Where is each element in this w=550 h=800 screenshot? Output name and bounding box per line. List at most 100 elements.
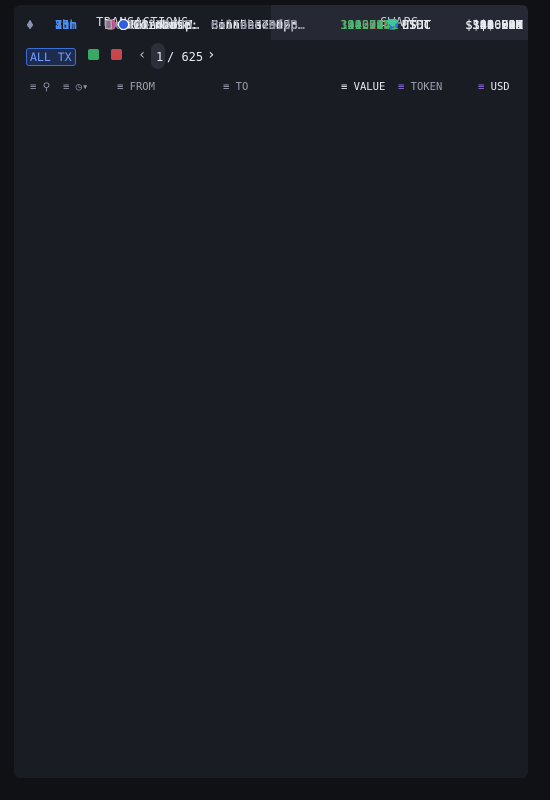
to-address[interactable]: 0x11dbF181dD… (211, 18, 305, 32)
to-address[interactable]: 0x11dbF181dD… (211, 18, 305, 32)
chain-icon (27, 20, 33, 29)
to-address[interactable]: Binance Depo… (211, 18, 305, 32)
time: 11m (55, 18, 77, 32)
to-address[interactable]: 0x11dbF181dD… (211, 18, 305, 32)
from-address[interactable]: Coinbase: (133, 18, 199, 32)
usd: $140.00K (465, 18, 523, 32)
token: USDT (402, 18, 431, 32)
next-page[interactable]: › (207, 47, 216, 63)
time: 7h (55, 18, 70, 32)
entity-icon (105, 19, 116, 30)
token: USDC (402, 18, 431, 32)
tab[interactable]: TRANSACTIONS (14, 5, 271, 40)
header-value[interactable]: ≡ VALUE (341, 81, 386, 93)
token: ETH (402, 18, 424, 32)
header-to[interactable]: ≡ TO (223, 81, 249, 93)
token: USDT (402, 18, 431, 32)
token-icon (387, 19, 398, 27)
time: 8h (55, 18, 70, 32)
value: 41.717K (347, 18, 398, 32)
usd: $4.09K (479, 18, 523, 32)
time: 7h (55, 18, 70, 32)
from-address[interactable]: B2C2 Group (120, 18, 193, 32)
header-label: FROM (129, 81, 155, 93)
page-number: 1 (156, 50, 164, 64)
header-icons: ≡ ⚲ ≡ ◷▾ (30, 81, 89, 93)
time: 7h (55, 18, 70, 32)
usd: $41.72K (472, 18, 523, 32)
header-label: VALUE (353, 81, 386, 93)
header-label: TO (235, 81, 249, 93)
token: USDC (402, 18, 431, 32)
to-address[interactable]: 0x11dbF181dD… (211, 18, 305, 32)
time: 7h (55, 18, 70, 32)
usd: $2.98M (479, 18, 523, 32)
usd: $1.50M (479, 18, 523, 32)
usd: $394.23K (465, 18, 523, 32)
from-address[interactable]: Coinbase: (133, 18, 199, 32)
time: 7h (55, 18, 70, 32)
time: 7h (55, 18, 70, 32)
time: 2h (55, 18, 70, 32)
from-address[interactable]: B2C2 Group (120, 18, 193, 32)
to-address[interactable]: 0x11dbF181dD… (211, 18, 305, 32)
header-usd[interactable]: ≡ USD (478, 81, 510, 93)
to-address[interactable]: 0x11dbF181dD… (211, 18, 305, 32)
to-address[interactable]: 0x11dbF181dD… (211, 18, 305, 32)
prev-page[interactable]: ‹ (138, 47, 147, 63)
time: 8h (55, 18, 70, 32)
entity-icon (118, 19, 129, 30)
out-filter[interactable] (111, 49, 122, 60)
usd: $6.00M (479, 18, 523, 32)
from-address[interactable]: Coinbase: (133, 18, 199, 32)
header-token[interactable]: ≡ TOKEN (398, 81, 443, 93)
from-address[interactable]: B2C2 Group (120, 18, 193, 32)
token: USDC (402, 18, 431, 32)
from-address[interactable]: Binance: H… (120, 18, 200, 32)
token: USDC (402, 18, 431, 32)
usd: $0.11 (486, 18, 523, 32)
usd: $394.23K (465, 18, 523, 32)
in-filter[interactable] (88, 49, 99, 60)
token: ETH (402, 18, 424, 32)
time: 10m (55, 18, 77, 32)
token: ETH (402, 18, 424, 32)
time: 15h (55, 18, 77, 32)
from-address[interactable]: OKX: Hot W… (120, 18, 200, 32)
value: 120.477 (347, 18, 398, 32)
to-address[interactable]: Binance Depo… (211, 18, 305, 32)
header-from[interactable]: ≡ FROM (117, 81, 155, 93)
filter-button[interactable]: ALL TX (26, 48, 76, 66)
value: 206.441 (347, 18, 398, 32)
usd: $1.21M (479, 18, 523, 32)
to-address[interactable]: Binance Depo… (211, 18, 305, 32)
tab[interactable]: SWAPS (271, 5, 528, 40)
usd: $1.22M (479, 18, 523, 32)
usd: $206.44 (472, 18, 523, 32)
page-count: / 625 (167, 50, 204, 64)
to-address[interactable]: 0x5E9987ef2B… (211, 18, 305, 32)
token: USDT (402, 18, 431, 32)
to-address[interactable]: 0x11dbF181dD… (211, 18, 305, 32)
header-label: USD (490, 81, 510, 93)
time: 2h (55, 18, 70, 32)
value: 394.233K (340, 18, 398, 32)
usd: $2.98M (479, 18, 523, 32)
token: USDC (402, 18, 431, 32)
transactions-panel: TRANSACTIONS SWAPS ALL TX ‹ 1 / 625 › ≡ … (14, 5, 528, 778)
value: 394.233K (340, 18, 398, 32)
to-address[interactable]: Binance Depo… (211, 18, 305, 32)
usd: $4.09K (479, 18, 523, 32)
token: USDC (402, 18, 431, 32)
to-address[interactable]: 0x11dbF181dD… (211, 18, 305, 32)
to-address[interactable]: Coinbase Dep… (211, 18, 305, 32)
page-box (151, 43, 165, 69)
to-address[interactable]: 0x11dbF181dD… (211, 18, 305, 32)
time: 8h (55, 18, 70, 32)
value: 139.995K (340, 18, 398, 32)
token: ETH (402, 18, 424, 32)
usd: $3.91M (479, 18, 523, 32)
token: ETH (402, 18, 424, 32)
header-label: TOKEN (410, 81, 443, 93)
